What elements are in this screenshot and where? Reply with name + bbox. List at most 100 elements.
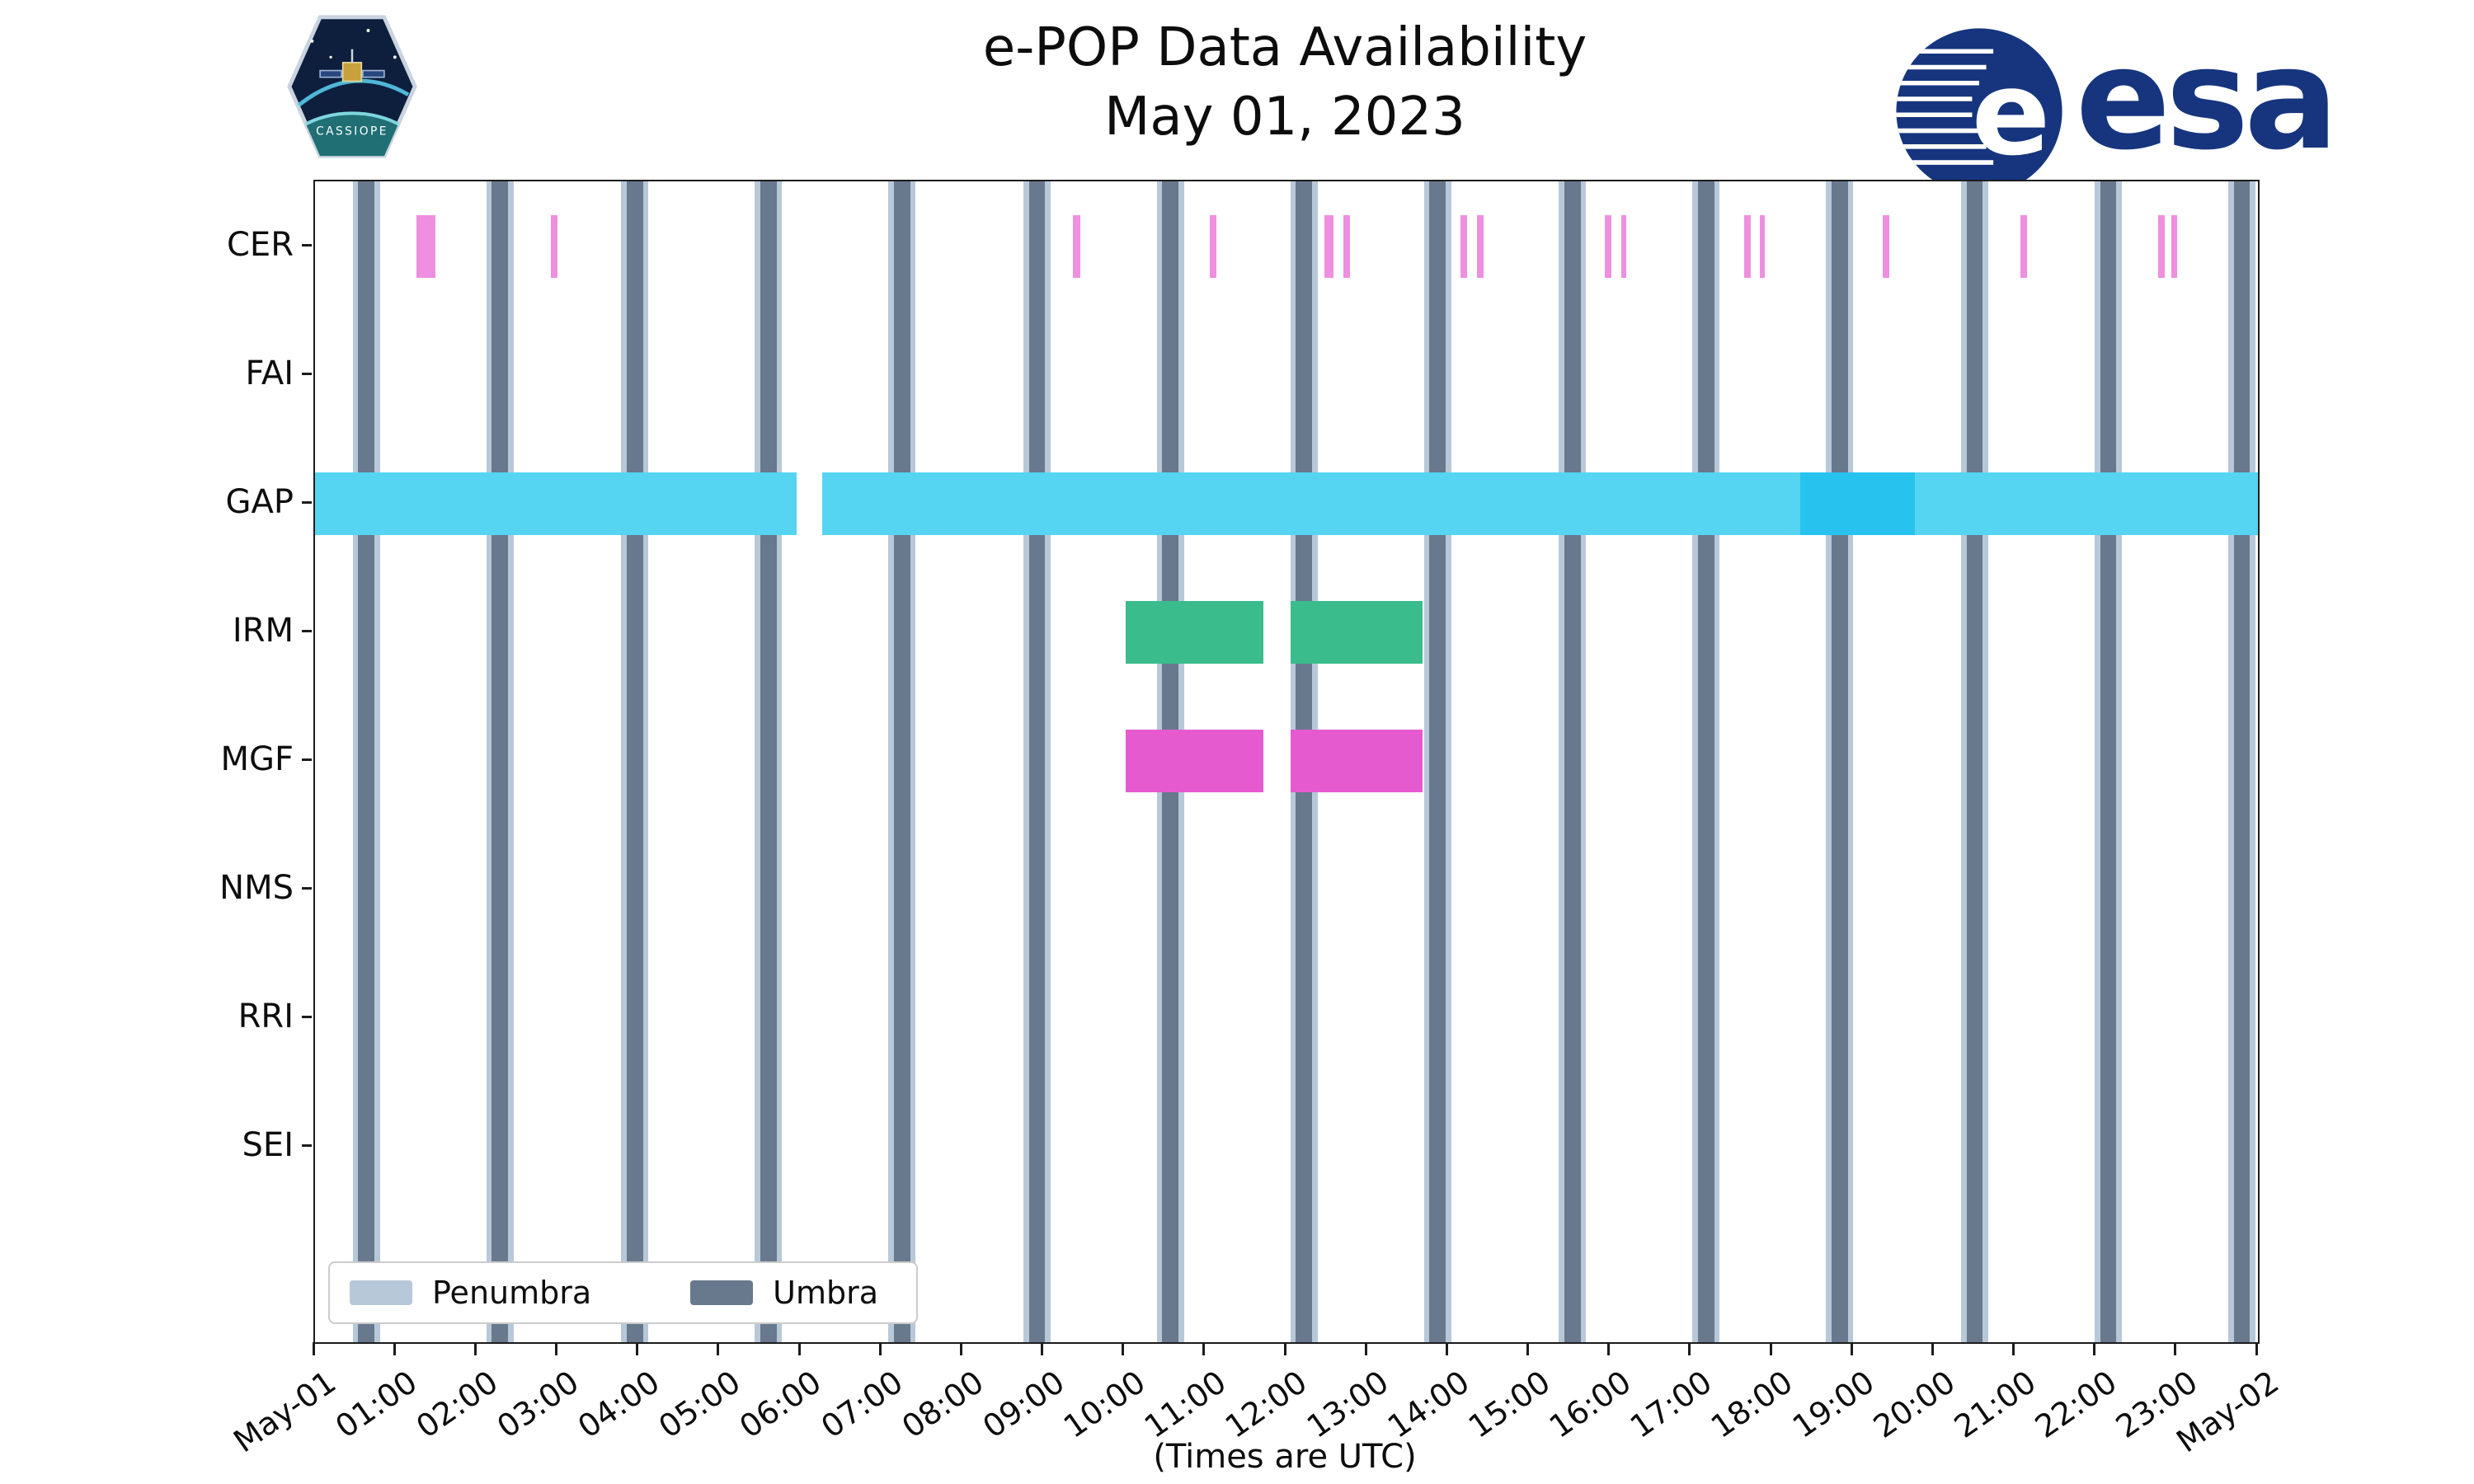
cassiope-patch-icon: CASSIOPE bbox=[287, 15, 417, 158]
x-tick-label-text: 21:00 bbox=[1947, 1364, 2043, 1445]
bar-gap-dense bbox=[1800, 472, 1916, 535]
legend: Penumbra Umbra bbox=[328, 1261, 919, 1324]
esa-globe-icon: e bbox=[1896, 28, 2062, 195]
x-tick-label-text: 05:00 bbox=[652, 1364, 748, 1445]
cassiope-logo: CASSIOPE bbox=[285, 10, 419, 163]
x-tick bbox=[1364, 1342, 1367, 1355]
x-tick bbox=[797, 1342, 801, 1355]
row-label-nms: NMS bbox=[219, 869, 294, 907]
row-label-rri: RRI bbox=[238, 998, 294, 1036]
y-tick bbox=[302, 500, 312, 504]
umbra-band bbox=[1564, 181, 1581, 1342]
y-tick bbox=[302, 1144, 312, 1147]
x-tick bbox=[717, 1342, 720, 1355]
esa-logo: e esa bbox=[1891, 18, 2339, 200]
x-tick-label-text: 03:00 bbox=[490, 1364, 586, 1445]
row-label-fai: FAI bbox=[245, 355, 294, 392]
legend-swatch-penumbra bbox=[350, 1280, 412, 1305]
umbra-band bbox=[626, 181, 643, 1342]
bar-cer bbox=[1476, 215, 1484, 278]
umbra-band bbox=[2233, 181, 2251, 1342]
x-tick-label-text: 06:00 bbox=[733, 1364, 829, 1445]
row-label-gap: GAP bbox=[225, 483, 294, 521]
x-tick-label-text: 20:00 bbox=[1866, 1364, 1962, 1445]
x-tick-label-text: 14:00 bbox=[1380, 1364, 1476, 1445]
bar-irm bbox=[1126, 601, 1264, 664]
umbra-band bbox=[760, 181, 777, 1342]
x-tick bbox=[1122, 1342, 1125, 1355]
umbra-band bbox=[893, 181, 910, 1342]
umbra-band bbox=[492, 181, 508, 1342]
eclipse-bands-layer bbox=[315, 181, 2258, 1342]
bar-cer bbox=[1209, 215, 1216, 278]
x-tick-label-text: 17:00 bbox=[1624, 1364, 1719, 1445]
x-tick bbox=[2012, 1342, 2015, 1355]
chart-title-line2: May 01, 2023 bbox=[1104, 87, 1465, 148]
x-tick-label-text: 18:00 bbox=[1705, 1364, 1800, 1445]
x-tick-label-text: 12:00 bbox=[1219, 1364, 1315, 1445]
legend-item-umbra: Umbra bbox=[690, 1275, 878, 1311]
legend-item-penumbra: Penumbra bbox=[350, 1275, 591, 1311]
x-tick bbox=[2255, 1342, 2258, 1355]
legend-label-penumbra: Penumbra bbox=[432, 1275, 592, 1311]
x-tick-label-text: 22:00 bbox=[2028, 1364, 2124, 1445]
x-tick bbox=[878, 1342, 882, 1355]
umbra-band bbox=[1966, 181, 1983, 1342]
row-label-mgf: MGF bbox=[220, 740, 294, 778]
x-tick bbox=[1769, 1342, 1772, 1355]
x-tick bbox=[636, 1342, 639, 1355]
x-tick-label-text: 15:00 bbox=[1461, 1364, 1557, 1445]
x-tick bbox=[1850, 1342, 1853, 1355]
umbra-band bbox=[1028, 181, 1046, 1342]
umbra-band bbox=[1698, 181, 1714, 1342]
y-tick bbox=[302, 372, 312, 375]
x-axis-caption: (Times are UTC) bbox=[1153, 1438, 1417, 1476]
bar-gap bbox=[315, 472, 797, 535]
esa-wordmark: esa bbox=[2075, 18, 2339, 181]
x-tick-label-text: 11:00 bbox=[1138, 1364, 1234, 1445]
x-tick bbox=[2093, 1342, 2096, 1355]
x-tick bbox=[393, 1342, 396, 1355]
x-tick-label-text: 09:00 bbox=[976, 1364, 1071, 1445]
x-tick-label-text: 16:00 bbox=[1542, 1364, 1638, 1445]
bar-gap bbox=[822, 472, 2258, 535]
x-tick bbox=[1688, 1342, 1691, 1355]
esa-globe-e: e bbox=[1971, 46, 2050, 181]
x-tick-label-text: 23:00 bbox=[2109, 1364, 2205, 1445]
y-tick bbox=[302, 1015, 312, 1018]
bar-cer bbox=[2157, 215, 2166, 278]
row-label-sei: SEI bbox=[242, 1126, 294, 1164]
umbra-band bbox=[2100, 181, 2117, 1342]
series-layer bbox=[315, 181, 2258, 1342]
bar-cer bbox=[1620, 215, 1627, 278]
bar-mgf bbox=[1126, 730, 1264, 792]
x-tick bbox=[2174, 1342, 2177, 1355]
x-tick bbox=[959, 1342, 962, 1355]
chart-title-line1: e-POP Data Availability bbox=[982, 17, 1587, 78]
bar-cer bbox=[2020, 215, 2028, 278]
y-tick bbox=[302, 243, 312, 247]
bar-cer bbox=[1073, 215, 1080, 278]
bar-mgf bbox=[1290, 730, 1423, 792]
plot-area: Penumbra Umbra bbox=[313, 180, 2260, 1344]
cassiope-logo-label: CASSIOPE bbox=[316, 124, 388, 138]
x-tick bbox=[312, 1342, 315, 1355]
y-tick bbox=[302, 886, 312, 890]
x-tick bbox=[1607, 1342, 1611, 1355]
bar-cer bbox=[1743, 215, 1751, 278]
bar-irm bbox=[1290, 601, 1423, 664]
bar-cer bbox=[1883, 215, 1890, 278]
bar-cer bbox=[416, 215, 435, 278]
bar-cer bbox=[1460, 215, 1468, 278]
y-tick bbox=[302, 629, 312, 632]
x-tick-label-text: 02:00 bbox=[409, 1364, 505, 1445]
x-tick bbox=[1931, 1342, 1934, 1355]
x-tick bbox=[1445, 1342, 1448, 1355]
umbra-band bbox=[1429, 181, 1446, 1342]
x-tick-label-text: 04:00 bbox=[571, 1364, 666, 1445]
y-tick bbox=[302, 758, 312, 761]
x-tick-label-text: 10:00 bbox=[1056, 1364, 1152, 1445]
x-tick-label-text: 13:00 bbox=[1300, 1364, 1395, 1445]
bar-cer bbox=[1343, 215, 1350, 278]
legend-swatch-umbra bbox=[690, 1280, 754, 1305]
